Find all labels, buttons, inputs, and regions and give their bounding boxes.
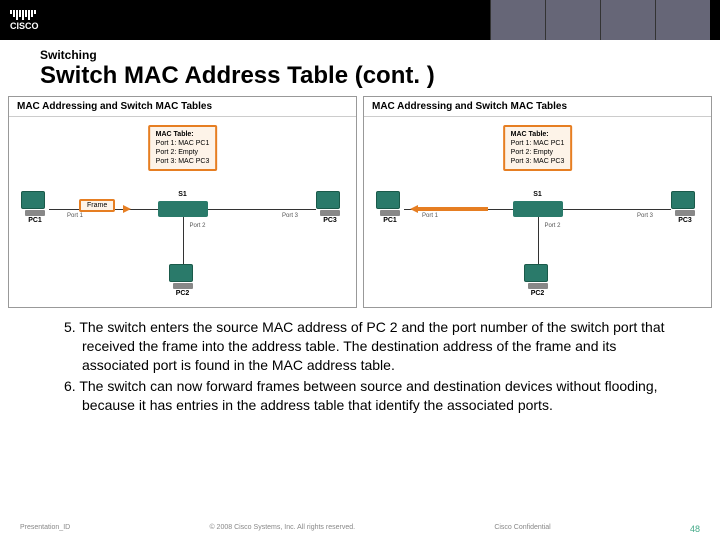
footer: Presentation_ID © 2008 Cisco Systems, In… xyxy=(0,524,720,534)
port1-label: Port 1 xyxy=(67,213,83,219)
arrow-line xyxy=(418,207,488,211)
panel-left: MAC Addressing and Switch MAC Tables MAC… xyxy=(8,96,357,308)
switch-icon xyxy=(158,201,208,217)
pc1-icon: PC1 xyxy=(21,191,49,224)
port3-label: Port 3 xyxy=(637,213,653,219)
page-number: 48 xyxy=(690,524,700,534)
port2-label: Port 2 xyxy=(544,223,560,229)
footer-confidential: Cisco Confidential xyxy=(494,524,550,534)
mac-table-left: MAC Table: Port 1: MAC PC1 Port 2: Empty… xyxy=(148,125,218,171)
bullet-6: 6. The switch can now forward frames bet… xyxy=(40,377,680,415)
port3-label: Port 3 xyxy=(282,213,298,219)
footer-id: Presentation_ID xyxy=(20,524,70,534)
pc3-icon: PC3 xyxy=(316,191,344,224)
subtitle: Switching xyxy=(40,48,680,62)
logo-bars-icon xyxy=(10,10,39,20)
switch-icon xyxy=(513,201,563,217)
diagrams-row: MAC Addressing and Switch MAC Tables MAC… xyxy=(0,94,720,310)
banner: CISCO xyxy=(0,0,720,40)
panel-left-title: MAC Addressing and Switch MAC Tables xyxy=(9,97,356,117)
port1-label: Port 1 xyxy=(422,213,438,219)
banner-photos xyxy=(490,0,710,40)
panel-right: MAC Addressing and Switch MAC Tables MAC… xyxy=(363,96,712,308)
cisco-logo: CISCO xyxy=(10,10,39,31)
content: 5. The switch enters the source MAC addr… xyxy=(0,310,720,424)
logo-text: CISCO xyxy=(10,22,39,31)
arrow-left-icon xyxy=(410,205,418,213)
arrow-right-icon xyxy=(123,205,131,213)
page-title: Switch MAC Address Table (cont. ) xyxy=(40,62,680,90)
header: Switching Switch MAC Address Table (cont… xyxy=(0,40,720,94)
pc2-icon: PC2 xyxy=(524,264,552,297)
mac-table-right: MAC Table: Port 1: MAC PC1 Port 2: Empty… xyxy=(503,125,573,171)
panel-right-title: MAC Addressing and Switch MAC Tables xyxy=(364,97,711,117)
port2-label: Port 2 xyxy=(189,223,205,229)
net-left: Frame PC1 PC3 PC2 Port 1 Port 2 Port 3 xyxy=(9,187,356,307)
footer-copyright: © 2008 Cisco Systems, Inc. All rights re… xyxy=(209,524,355,534)
bullet-5: 5. The switch enters the source MAC addr… xyxy=(40,318,680,375)
net-right: PC1 PC3 PC2 Port 1 Port 2 Port 3 xyxy=(364,187,711,307)
pc2-icon: PC2 xyxy=(169,264,197,297)
pc1-icon: PC1 xyxy=(376,191,404,224)
pc3-icon: PC3 xyxy=(671,191,699,224)
frame-box: Frame xyxy=(79,199,115,212)
